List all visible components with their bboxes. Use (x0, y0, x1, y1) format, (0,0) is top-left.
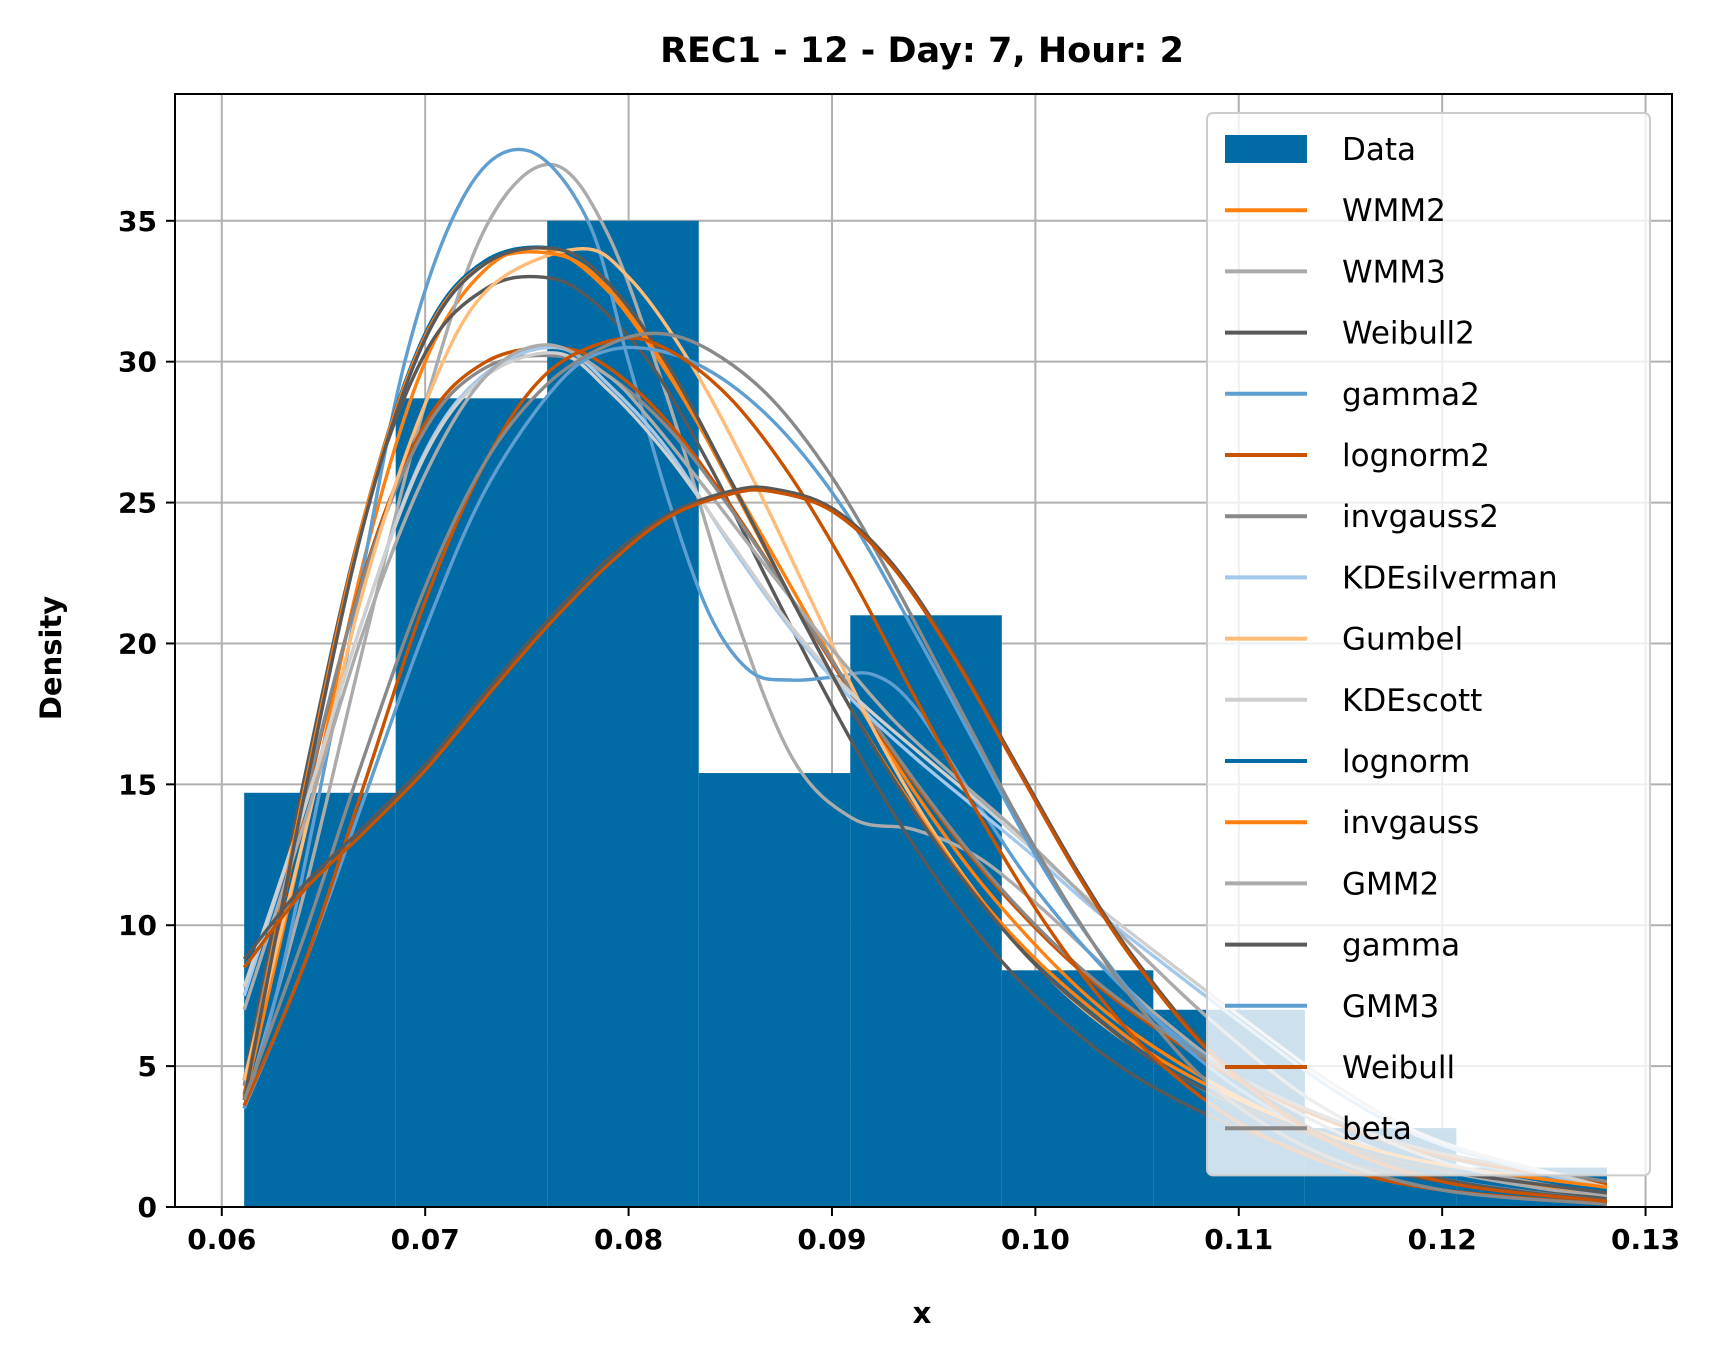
legend-label: KDEscott (1342, 683, 1482, 719)
legend-label: gamma (1342, 928, 1460, 964)
x-tick-label: 0.13 (1611, 1223, 1680, 1256)
series-line (242, 147, 1608, 1192)
legend-label: Weibull (1342, 1050, 1455, 1086)
legend-label: GMM2 (1342, 866, 1439, 902)
legend-label: GMM3 (1342, 989, 1439, 1025)
legend-label: invgauss (1342, 805, 1479, 841)
x-axis-label: x (913, 1296, 932, 1330)
histogram-bar (547, 220, 699, 1207)
y-tick-label: 20 (118, 627, 157, 660)
legend-label: invgauss2 (1342, 499, 1499, 535)
x-tick-label: 0.08 (594, 1223, 663, 1256)
y-tick-label: 5 (138, 1050, 157, 1083)
legend-swatch (1225, 135, 1307, 163)
x-tick-label: 0.12 (1408, 1223, 1477, 1256)
legend-label: Data (1342, 132, 1416, 168)
y-tick-label: 35 (118, 205, 157, 238)
axes-frame (174, 93, 1673, 1208)
x-tick-label: 0.09 (797, 1223, 866, 1256)
legend-label: WMM2 (1342, 193, 1446, 229)
legend-label: Weibull2 (1342, 316, 1475, 352)
y-axis-ticks: 0 5 10 15 20 25 30 35 (118, 205, 175, 1224)
legend-label: gamma2 (1342, 377, 1480, 413)
legend-label: lognorm2 (1342, 438, 1490, 474)
legend-label: Gumbel (1342, 622, 1463, 658)
legend-label: WMM3 (1342, 254, 1446, 290)
x-axis-ticks: 0.06 0.07 0.08 0.09 0.10 0.11 0.12 0.13 (187, 1207, 1680, 1256)
legend-box (1206, 112, 1651, 1177)
histogram-bar (395, 398, 548, 1207)
x-tick-label: 0.10 (1001, 1223, 1070, 1256)
y-axis-label: Density (34, 596, 68, 720)
y-tick-label: 15 (118, 768, 157, 801)
histogram-bar (244, 792, 396, 1207)
legend-label: KDEsilverman (1342, 560, 1558, 596)
y-tick-label: 25 (118, 487, 157, 520)
plot-frame (174, 93, 1673, 1208)
chart-title: REC1 - 12 - Day: 7, Hour: 2 (660, 31, 1184, 71)
legend-label: lognorm (1342, 744, 1470, 780)
y-tick-label: 10 (118, 909, 157, 942)
x-tick-label: 0.06 (187, 1223, 256, 1256)
y-tick-label: 0 (138, 1191, 157, 1224)
legend-label: beta (1342, 1111, 1412, 1147)
x-tick-label: 0.11 (1204, 1223, 1273, 1256)
legend: Data WMM2 WMM3 Weibull2 gamma2 lognorm2 invgau… (1206, 112, 1651, 1177)
histogram-bar (698, 773, 851, 1207)
histogram-bar (850, 615, 1002, 1207)
y-tick-label: 30 (118, 346, 157, 379)
x-tick-label: 0.07 (391, 1223, 460, 1256)
